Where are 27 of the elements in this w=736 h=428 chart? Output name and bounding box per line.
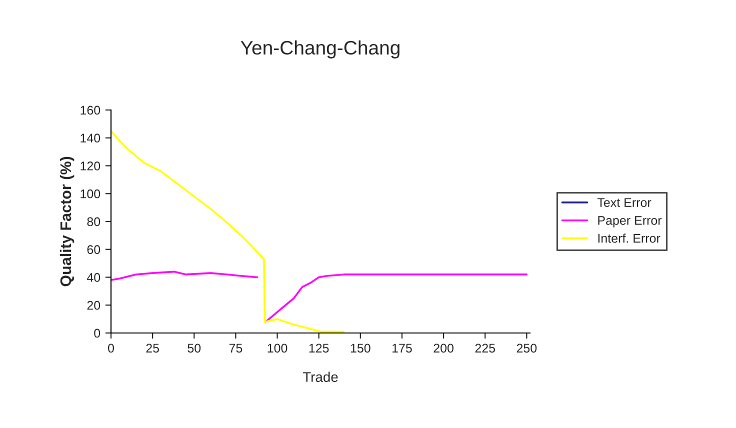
x-tick-label: 100 <box>268 344 288 353</box>
x-tick-label: 75 <box>229 344 242 353</box>
y-tick-label: 40 <box>86 273 100 282</box>
y-tick-label: 100 <box>80 189 100 198</box>
legend-label: Paper Error <box>598 216 662 228</box>
y-tick-label: 140 <box>80 134 100 143</box>
y-tick-label: 0 <box>94 328 100 338</box>
x-tick-label: 175 <box>392 344 412 353</box>
x-axis-title: Trade <box>302 372 338 382</box>
y-tick-label: 60 <box>87 245 100 254</box>
x-tick-label: 25 <box>146 344 159 353</box>
x-tick-label: 0 <box>108 344 114 353</box>
chart-title: Yen-Chang-Chang <box>240 40 400 58</box>
x-tick-label: 225 <box>475 344 496 353</box>
y-tick-label: 160 <box>80 106 100 115</box>
y-axis-title: Quality Factor (%) <box>60 156 74 286</box>
y-tick-label: 120 <box>80 162 100 170</box>
x-tick-label: 250 <box>516 344 537 353</box>
y-tick-label: 80 <box>87 217 100 226</box>
x-tick-label: 50 <box>188 344 201 353</box>
x-tick-label: 125 <box>309 344 329 353</box>
legend-label: Text Error <box>597 198 652 207</box>
line-series <box>111 130 345 333</box>
y-tick-label: 20 <box>87 300 100 310</box>
x-tick-label: 150 <box>350 344 370 353</box>
legend-label: Interf. Error <box>598 234 660 243</box>
x-tick-label: 200 <box>434 344 454 353</box>
